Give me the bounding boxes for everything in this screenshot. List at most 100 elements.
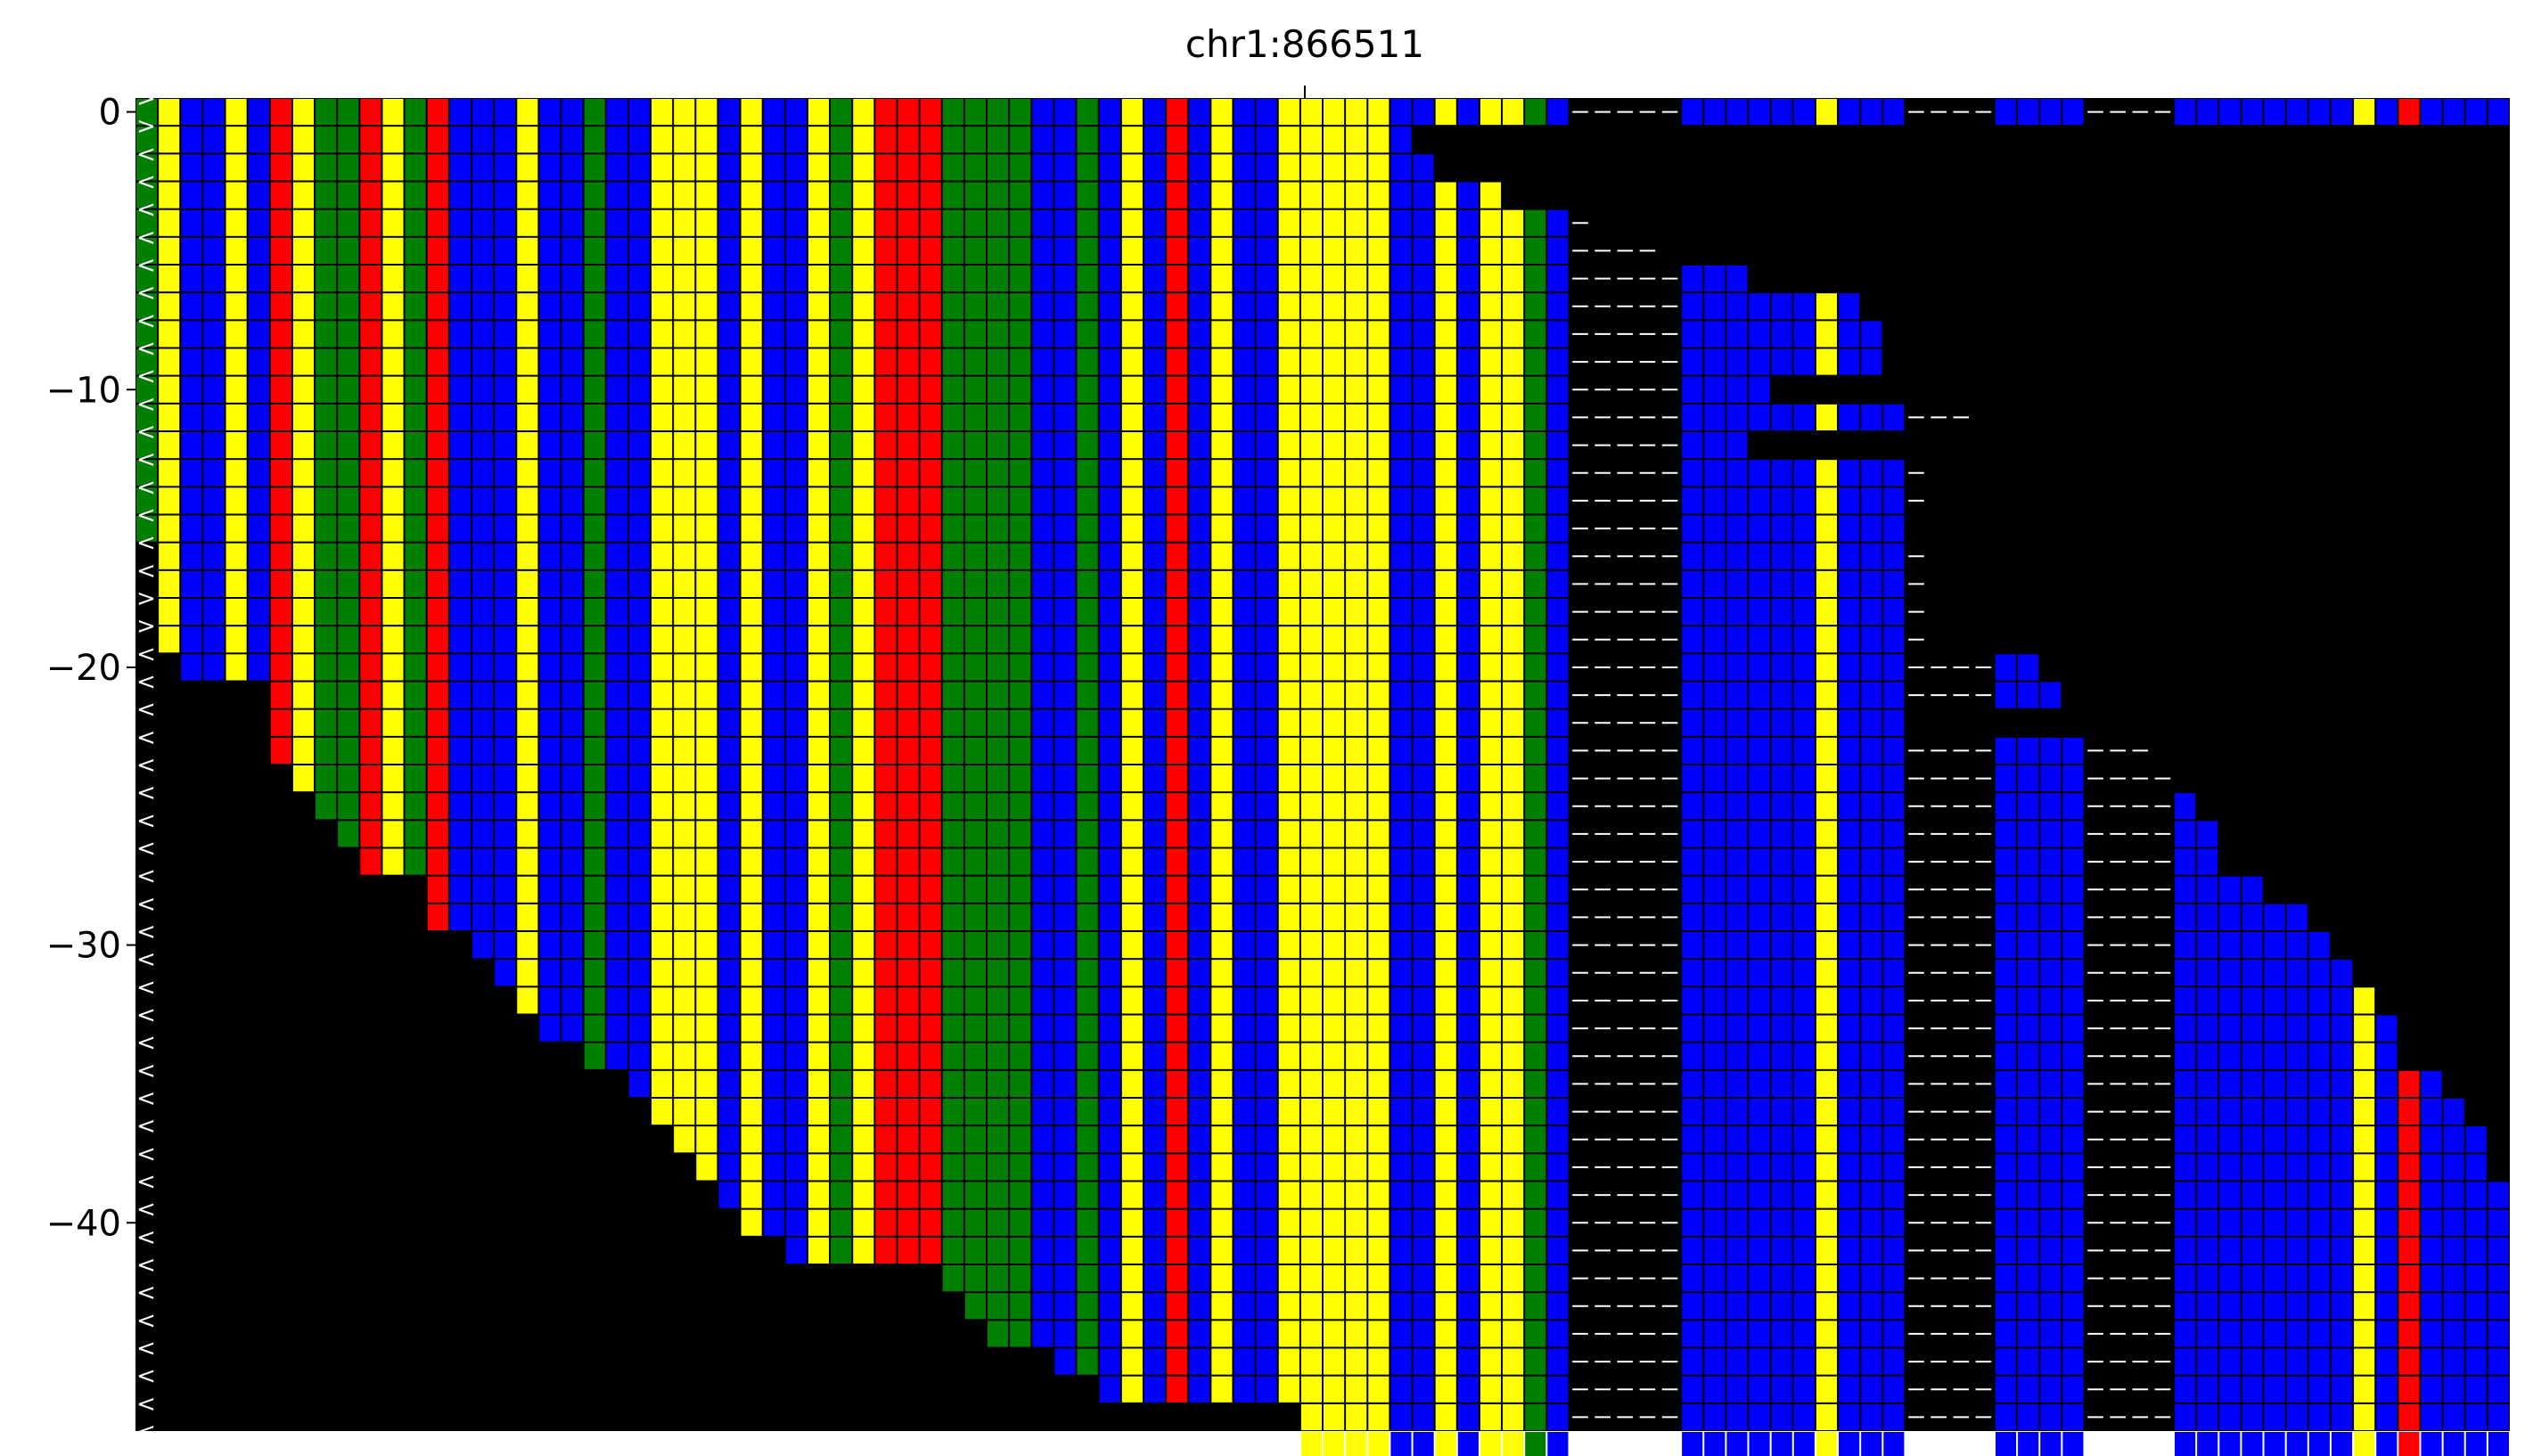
base-cell: [1525, 1043, 1546, 1069]
base-cell: [606, 237, 627, 264]
base-cell: [988, 737, 1009, 764]
base-cell: [248, 376, 269, 403]
base-cell: [741, 682, 762, 708]
base-cell: [517, 487, 538, 514]
base-cell: [1503, 793, 1524, 820]
base-cell: [674, 266, 695, 292]
base-cell: [539, 932, 561, 959]
base-cell: [696, 460, 717, 487]
base-cell: [1749, 1321, 1770, 1347]
base-cell: [292, 599, 315, 626]
base-cell: [159, 515, 180, 542]
base-cell: [831, 1015, 852, 1042]
base-cell: [1278, 1293, 1299, 1320]
base-cell: [2197, 1403, 2218, 1430]
base-cell: [763, 1126, 784, 1153]
base-cell: [2242, 1321, 2263, 1347]
base-cell: [1167, 1043, 1188, 1069]
base-cell: [1435, 682, 1456, 708]
base-cell: [1771, 765, 1792, 792]
base-cell: [2197, 1209, 2218, 1236]
base-cell: [1346, 821, 1367, 847]
base-cell: [292, 709, 315, 736]
base-cell: [316, 599, 337, 626]
base-cell: [1883, 904, 1905, 930]
base-cell: [1189, 599, 1210, 626]
base-cell: [920, 127, 941, 153]
base-cell: [181, 599, 202, 626]
base-cell: [1435, 599, 1456, 626]
base-cell: [338, 127, 359, 153]
base-cell: [920, 1043, 941, 1069]
base-cell: [1861, 321, 1882, 348]
base-cell: [718, 266, 740, 292]
base-cell: [1682, 987, 1703, 1014]
base-cell: [1144, 1126, 1166, 1153]
base-cell: [606, 293, 627, 320]
base-cell: [1346, 321, 1367, 348]
base-cell: [1121, 154, 1143, 181]
base-cell: [1054, 1265, 1076, 1292]
base-cell: [988, 348, 1009, 375]
base-cell: [2040, 682, 2062, 708]
base-cell: [898, 1015, 919, 1042]
base-cell: [1503, 1126, 1524, 1153]
base-cell: [2308, 932, 2330, 959]
base-cell: [1816, 932, 1838, 959]
base-cell: [1861, 960, 1882, 986]
base-cell: [1883, 1321, 1905, 1347]
base-cell: [2062, 821, 2084, 847]
base-cell: [1682, 1293, 1703, 1320]
base-cell: [316, 154, 337, 181]
base-cell: [652, 960, 673, 986]
base-cell: [1390, 765, 1412, 792]
base-cell: [1457, 765, 1479, 792]
base-cell: [1457, 626, 1479, 653]
base-cell: [1099, 543, 1120, 569]
base-cell: [2264, 1126, 2285, 1153]
base-cell: [1300, 1348, 1322, 1375]
base-cell: [1010, 599, 1031, 626]
base-cell: [988, 515, 1009, 542]
base-cell: [2062, 1015, 2084, 1042]
base-cell: [1480, 876, 1502, 903]
base-cell: [1503, 682, 1524, 708]
base-cell: [1435, 821, 1456, 847]
base-cell: [1726, 1099, 1748, 1125]
base-cell: [1726, 821, 1748, 847]
base-cell: [964, 1237, 987, 1264]
base-cell: [807, 266, 830, 292]
base-cell: [2040, 876, 2062, 903]
base-cell: [292, 348, 315, 375]
base-cell: [763, 682, 784, 708]
base-cell: [2175, 1043, 2196, 1069]
base-cell: [853, 1043, 874, 1069]
base-cell: [1861, 876, 1882, 903]
base-cell: [853, 1237, 874, 1264]
base-cell: [2308, 1293, 2330, 1320]
base-cell: [1010, 1321, 1031, 1347]
base-cell: [1883, 654, 1905, 681]
base-cell: [1704, 1403, 1726, 1430]
base-cell: [696, 543, 717, 569]
base-cell: [674, 1126, 695, 1153]
base-cell: [225, 237, 247, 264]
base-cell: [1167, 570, 1188, 597]
base-cell: [1189, 127, 1210, 153]
base-cell: [2264, 1043, 2285, 1069]
base-cell: [1167, 1265, 1188, 1292]
base-cell: [1682, 793, 1703, 820]
base-cell: [920, 432, 941, 459]
base-cell: [628, 599, 651, 626]
base-cell: [898, 1099, 919, 1125]
base-cell: [1099, 1376, 1120, 1403]
base-cell: [292, 543, 315, 569]
base-cell: [539, 848, 561, 875]
base-cell: [2286, 1182, 2308, 1208]
base-cell: [1368, 460, 1389, 487]
base-cell: [1211, 404, 1233, 430]
base-cell: [1771, 99, 1792, 126]
base-cell: [2264, 1182, 2285, 1208]
base-cell: [316, 127, 337, 153]
